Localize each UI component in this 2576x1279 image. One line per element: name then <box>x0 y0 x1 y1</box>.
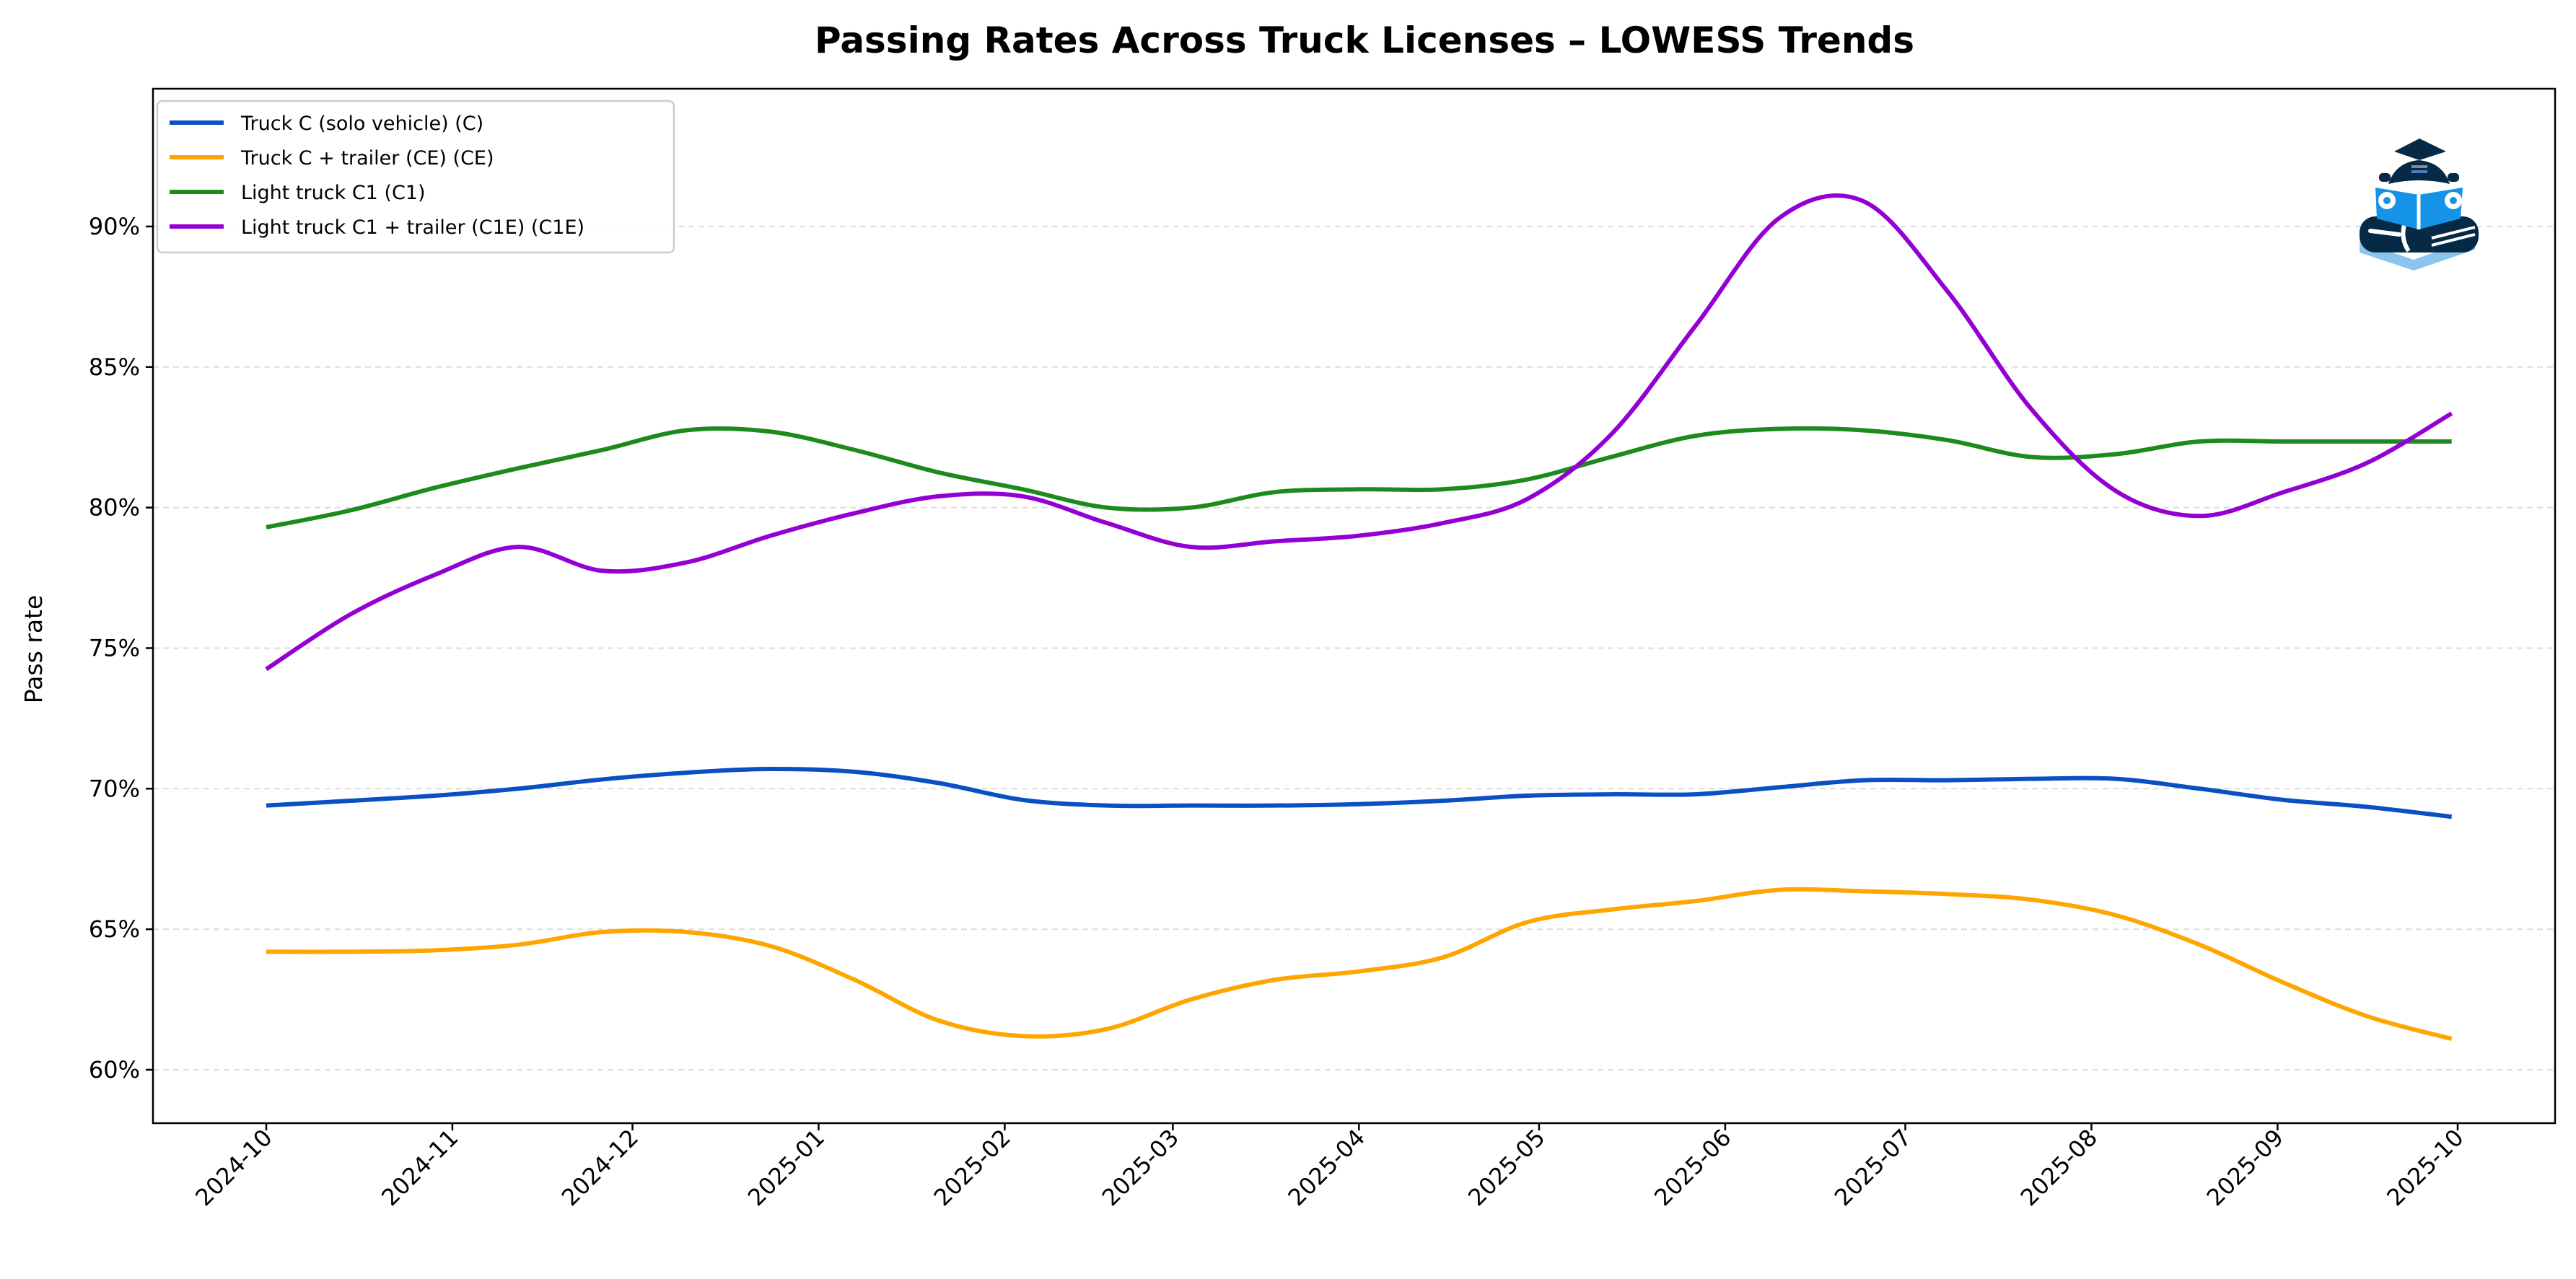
series-lines <box>265 193 2453 1041</box>
y-tick-label: 70% <box>89 775 140 802</box>
x-tick-label: 2024-10 <box>190 1124 277 1211</box>
legend-label: Light truck C1 (C1) <box>241 182 426 204</box>
x-tick-label: 2025-08 <box>2015 1124 2103 1211</box>
x-tick-label: 2025-01 <box>742 1124 830 1211</box>
x-tick-label: 2025-09 <box>2202 1124 2289 1211</box>
x-tick-label: 2025-07 <box>1829 1124 1916 1211</box>
x-tick-label: 2025-02 <box>929 1124 1016 1211</box>
car-book-graduation-cap-logo <box>2360 139 2479 271</box>
y-tick-label: 80% <box>89 494 140 522</box>
legend: Truck C (solo vehicle) (C) Truck C + trai… <box>156 100 675 254</box>
x-tick-label: 2025-10 <box>2381 1124 2468 1211</box>
chart-title: Passing Rates Across Truck Licenses – LO… <box>815 19 1914 61</box>
series-line-1 <box>266 887 2453 1041</box>
series-line-2 <box>266 426 2452 529</box>
x-tick-label: 2025-03 <box>1097 1124 1184 1211</box>
y-axis: 60% 65% 70% 75% 80% 85% 90% <box>89 213 153 1084</box>
y-tick-label: 65% <box>89 915 140 943</box>
x-axis: 2024-10 2024-11 2024-12 2025-01 2025-02 2025-… <box>190 1123 2469 1211</box>
y-tick-label: 75% <box>89 634 140 662</box>
x-tick-label: 2025-04 <box>1283 1124 1370 1211</box>
x-tick-label: 2025-05 <box>1463 1124 1550 1211</box>
x-tick-label: 2025-06 <box>1649 1124 1736 1211</box>
legend-frame <box>156 100 675 254</box>
legend-label: Light truck C1 + trailer (C1E) (C1E) <box>241 216 584 239</box>
series-line-3 <box>265 193 2453 672</box>
legend-label: Truck C + trailer (CE) (CE) <box>240 147 494 170</box>
y-tick-label: 60% <box>89 1056 140 1084</box>
y-tick-label: 85% <box>89 353 140 381</box>
series-line-0 <box>266 766 2453 819</box>
x-tick-label: 2024-11 <box>376 1124 463 1211</box>
legend-label: Truck C (solo vehicle) (C) <box>240 113 483 135</box>
y-tick-label: 90% <box>89 213 140 240</box>
plot-area-frame <box>152 87 2557 1125</box>
x-tick-label: 2024-12 <box>556 1124 644 1211</box>
y-axis-label: Pass rate <box>19 595 48 704</box>
